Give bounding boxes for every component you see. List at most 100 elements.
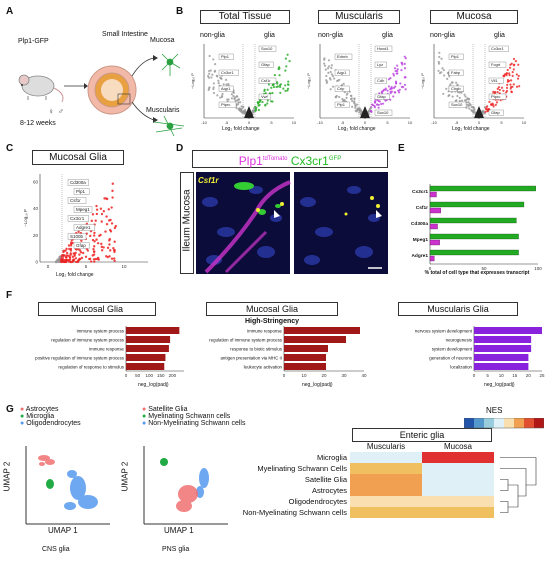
volcano-point xyxy=(68,255,71,258)
go-bar xyxy=(284,354,326,361)
volcano-point xyxy=(108,255,111,258)
go-bar xyxy=(474,345,532,352)
volcano-point xyxy=(370,109,373,112)
volcano-point xyxy=(233,98,236,101)
heatmap-cell xyxy=(422,485,494,496)
xlabel-b2: Log₂ fold change xyxy=(338,126,376,132)
y-tick-label: 40 xyxy=(33,206,39,211)
volcano-point xyxy=(323,57,326,60)
volcano-point xyxy=(220,77,223,80)
volcano-point xyxy=(243,108,247,112)
gene-label: Hoxd1 xyxy=(377,46,389,51)
volcano-point xyxy=(510,90,513,94)
volcano-point xyxy=(325,81,328,85)
volcano-point xyxy=(355,103,359,106)
volcano-point xyxy=(472,106,475,109)
volcano-point xyxy=(510,62,513,65)
x-tick-label: 50 xyxy=(135,373,141,378)
gene-label: Adgre1 xyxy=(76,225,91,230)
volcano-point xyxy=(70,241,73,244)
volcano-point xyxy=(91,254,94,257)
volcano-point xyxy=(93,260,96,263)
volcano-point xyxy=(287,80,290,83)
bar-nonglia xyxy=(429,207,441,214)
volcano-point xyxy=(89,260,93,263)
x-tick-label: 20 xyxy=(526,373,532,378)
volcano-point xyxy=(464,95,467,98)
volcano-point xyxy=(284,69,287,72)
gene-label: Gfap xyxy=(491,110,500,115)
nes-border xyxy=(464,418,544,429)
y-axis-label: −Log₁₀ P xyxy=(306,73,311,89)
x-tick-label: 150 xyxy=(157,373,165,378)
gene-label-box xyxy=(73,242,90,249)
volcano-point xyxy=(96,241,100,245)
go-bar xyxy=(126,345,169,352)
volcano-point xyxy=(394,82,398,85)
go-bar xyxy=(474,327,542,334)
x-tick-label: 10 xyxy=(121,264,127,269)
go-term-label: generation of neurons xyxy=(429,356,473,361)
go-term-label: regulation of response to stimulus xyxy=(58,365,124,370)
volcano-point xyxy=(77,259,80,262)
volcano-point xyxy=(438,55,441,59)
gene-label-box xyxy=(448,85,464,92)
volcano-point xyxy=(498,88,501,92)
volcano-point xyxy=(69,252,72,255)
volcano-point xyxy=(214,69,217,72)
glia-label-2: glia xyxy=(382,32,393,39)
gene-label-box xyxy=(258,61,274,68)
volcano-point xyxy=(71,259,75,262)
volcano-point xyxy=(393,91,396,94)
x-tick-label: 200 xyxy=(169,373,177,378)
go-bar-chart-1: immune system process regulation of immun… xyxy=(35,326,184,378)
volcano-point xyxy=(399,82,402,85)
nuclei-right xyxy=(300,186,380,265)
volcano-point xyxy=(512,64,515,67)
x-tick-label: 10 xyxy=(408,120,413,125)
xlabel-b1: Log₂ fold change xyxy=(222,126,260,132)
go-bar xyxy=(474,336,532,343)
volcano-point xyxy=(237,98,240,101)
gene-label: Vil1 xyxy=(491,78,498,83)
gene-label-box xyxy=(374,45,393,52)
volcano-point xyxy=(392,86,396,89)
go-bar xyxy=(126,354,166,361)
y-tick-label: 60 xyxy=(33,180,39,185)
gene-label-box xyxy=(374,77,387,84)
volcano-point xyxy=(373,104,376,108)
nes-label: NES xyxy=(486,406,503,415)
volcano-point xyxy=(64,249,67,252)
volcano-point xyxy=(80,256,84,260)
volcano-point xyxy=(54,260,58,264)
volcano-point xyxy=(351,105,354,108)
gene-label-box xyxy=(374,93,390,100)
volcano-point xyxy=(357,108,361,111)
volcano-point xyxy=(74,251,77,255)
volcano-point xyxy=(450,81,454,84)
volcano-point xyxy=(330,73,334,76)
volcano-point xyxy=(458,91,461,94)
volcano-point xyxy=(518,85,521,88)
panel-label-f: F xyxy=(6,290,13,301)
volcano-point xyxy=(263,89,266,93)
experimental-schematic: ♂ ♀ xyxy=(18,53,184,137)
gene-label-box xyxy=(374,109,393,116)
x-tick-label: 25 xyxy=(539,373,545,378)
go-title-2: Mucosal Glia xyxy=(206,302,338,316)
volcano-point xyxy=(500,86,504,89)
volcano-point xyxy=(506,83,509,86)
arrowhead-icon xyxy=(274,210,280,218)
volcano-point xyxy=(72,252,75,255)
bar-glia xyxy=(429,233,519,240)
volcano-point xyxy=(99,207,103,210)
volcano-point xyxy=(94,257,97,261)
volcano-point xyxy=(81,251,85,255)
volcano-point xyxy=(257,108,260,112)
volcano-point xyxy=(445,87,448,90)
heatmap-cell xyxy=(350,507,422,518)
volcano-plot-mucosa: -10 -5 0 5 10 Cx3cr1 Plp1 Fcgrt Fabp Vil1 Chgb Ptpr… xyxy=(420,44,527,125)
volcano-point xyxy=(80,239,83,243)
volcano-point xyxy=(57,260,61,264)
gene-label-box xyxy=(67,179,89,186)
